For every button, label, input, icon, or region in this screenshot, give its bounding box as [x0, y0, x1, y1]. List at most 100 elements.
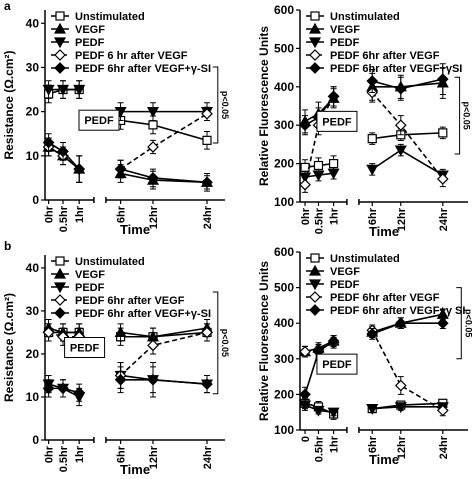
marker	[57, 382, 69, 395]
significance-label: p<0.05	[462, 101, 472, 129]
marker	[56, 84, 70, 96]
marker	[148, 120, 158, 130]
legend-marker	[54, 49, 66, 61]
annotation-box	[64, 337, 106, 358]
marker	[201, 326, 213, 339]
y-axis-label: Relative Fluorescence Units	[257, 26, 271, 186]
annotation: PEDF	[322, 359, 352, 371]
legend-label: VEGF	[330, 24, 360, 36]
x-axis-label: Time	[369, 452, 399, 467]
series-line	[120, 378, 208, 385]
legend-marker	[308, 279, 322, 291]
x-tick-label: 24hr	[202, 205, 214, 229]
legend-label: PEDF 6 hr after VEGF	[75, 50, 188, 62]
y-tick-label: 30	[26, 304, 40, 318]
y-tick-label: 0	[32, 433, 39, 447]
y-tick-label: 300	[274, 352, 294, 366]
legend-label: Unstimulated	[75, 11, 145, 23]
marker	[146, 107, 160, 118]
significance-bracket	[212, 291, 219, 395]
y-tick-label: 600	[274, 3, 294, 17]
y-tick-label: 10	[26, 390, 40, 404]
marker	[394, 145, 407, 157]
x-tick-label: 12hr	[148, 445, 160, 469]
marker	[367, 134, 377, 144]
legend-label: VEGF	[330, 266, 360, 278]
marker	[329, 159, 339, 169]
y-tick-label: 600	[274, 245, 294, 259]
marker	[57, 145, 69, 158]
legend-marker	[308, 22, 322, 34]
legend-marker	[309, 291, 321, 303]
y-axis-label: Resistance (Ω.cm²)	[2, 293, 16, 402]
x-tick-label: 0.5hr	[58, 445, 70, 472]
y-tick-label: 200	[274, 157, 294, 171]
x-axis-label: Time	[369, 224, 399, 239]
marker	[114, 326, 127, 338]
panel-label: a	[4, 0, 11, 13]
panel-label: b	[4, 239, 11, 253]
marker	[327, 335, 340, 347]
legend-marker	[310, 11, 320, 21]
legend-label: PEDF 6hr after VEGF+γ SI	[330, 305, 465, 317]
marker	[313, 160, 324, 171]
series-line	[304, 96, 335, 185]
legend-label: PEDF	[330, 279, 360, 291]
x-tick-label: 0	[300, 436, 312, 442]
marker	[42, 84, 55, 96]
x-axis-label: Time	[120, 462, 150, 477]
y-tick-label: 40	[26, 261, 40, 275]
x-tick-label: 12hr	[148, 205, 160, 229]
legend-marker	[54, 62, 66, 74]
marker	[73, 163, 86, 175]
series-line	[371, 149, 444, 176]
marker	[366, 164, 379, 176]
marker	[366, 328, 379, 340]
series-line	[371, 92, 444, 180]
x-tick-label: 24hr	[438, 435, 450, 459]
x-tick-label: 0.5hr	[313, 435, 325, 462]
marker	[299, 388, 311, 401]
y-tick-label: 400	[274, 80, 294, 94]
series-line	[371, 329, 444, 412]
marker	[299, 119, 311, 132]
x-tick-label: 1hr	[329, 207, 341, 225]
x-tick-label: 1hr	[74, 205, 86, 223]
significance-bracket	[456, 287, 462, 360]
marker	[366, 75, 379, 87]
legend-label: PEDF 6hr after VEGF	[330, 292, 440, 304]
legend-label: PEDF 6hr after VEGF+γ-SI	[75, 63, 211, 75]
y-axis-label: Resistance (Ω.cm²)	[2, 51, 16, 160]
legend-marker	[53, 282, 67, 294]
x-axis-label: Time	[120, 222, 150, 237]
y-axis-label: Relative Fluorescence Units	[257, 261, 271, 421]
marker	[394, 82, 407, 95]
legend-marker	[309, 62, 321, 74]
marker	[147, 172, 159, 184]
marker	[201, 176, 213, 189]
y-tick-label: 30	[26, 60, 40, 74]
legend-marker	[55, 11, 65, 21]
legend-marker	[308, 37, 322, 49]
y-tick-label: 500	[274, 281, 294, 295]
marker	[114, 373, 127, 386]
y-tick-label: 20	[26, 105, 40, 119]
x-tick-label: 1hr	[74, 445, 86, 463]
legend-label: PEDF 6hr after VEGF	[330, 50, 440, 62]
marker	[147, 339, 159, 352]
marker	[114, 163, 127, 175]
y-tick-label: 20	[26, 347, 40, 361]
x-tick-label: 6hr	[367, 207, 379, 225]
marker	[147, 141, 159, 153]
legend-marker	[53, 37, 67, 49]
x-tick-label: 0hr	[300, 207, 312, 225]
marker	[327, 168, 340, 180]
x-tick-label: 24hr	[202, 445, 214, 469]
series-line	[120, 327, 208, 338]
annotation: PEDF	[322, 116, 352, 128]
x-tick-label: 0.5hr	[313, 207, 325, 234]
legend-marker	[53, 22, 67, 34]
annotation: PEDF	[70, 343, 100, 355]
significance-bracket	[454, 76, 461, 155]
